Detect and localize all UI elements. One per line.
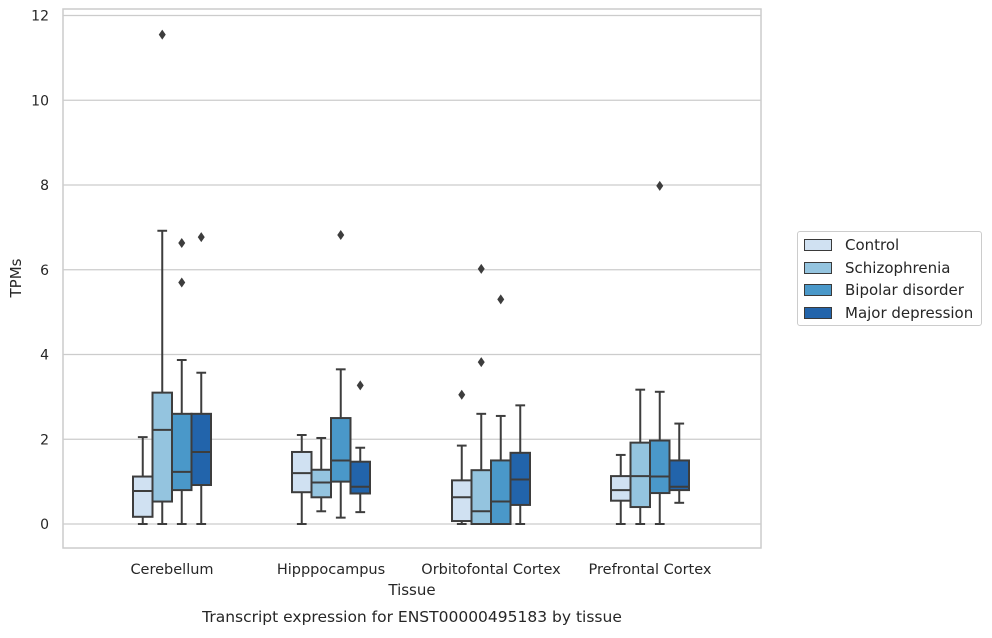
legend-item: Control [804,235,899,255]
outlier-point [337,230,345,241]
outlier-point [158,29,166,40]
box [151,29,173,525]
plot-frame [62,8,762,549]
x-axis-label: Tissue [387,581,435,599]
outlier-point [477,263,485,274]
box [649,180,671,525]
legend-swatch [804,239,832,251]
y-tick-label: 6 [40,263,49,279]
legend-item: Bipolar disorder [804,280,964,300]
legend-swatch [804,284,832,296]
box [291,434,313,525]
y-tick-labels: 0 2 4 6 8 10 12 [31,9,49,534]
box-body [190,412,212,487]
box [310,436,332,513]
legend-item: Major depression [804,303,973,323]
box [610,453,632,525]
box [668,422,690,504]
box [451,389,473,525]
box [171,238,193,525]
box-body [310,468,332,499]
outlier-point [458,389,466,400]
box-body [649,439,671,495]
box-body [629,441,651,509]
box-body [291,450,313,494]
box [349,380,371,514]
outlier-point [497,294,505,305]
box-body [151,391,173,503]
legend-label: Major depression [845,303,974,322]
y-tick-label: 10 [31,93,49,109]
outlier-point [656,180,664,191]
outlier-point [178,238,186,249]
y-tick-label: 12 [31,9,49,25]
box-body [349,460,371,495]
outlier-point [178,277,186,288]
box-layer [132,29,690,525]
box [470,263,492,525]
outlier-point [356,380,364,391]
box-body [610,475,632,502]
box-body [132,475,154,518]
x-tick-label: Prefrontal Cortex [589,562,712,578]
y-axis-label: TPMs [7,258,25,298]
y-tick-label: 2 [40,432,49,448]
box-body [171,412,193,492]
legend-swatch [804,306,832,319]
box-body [668,459,690,492]
x-tick-label: Cerebellum [130,562,213,578]
box-body [451,479,473,523]
box-body [330,417,352,483]
box [190,232,212,525]
legend-item: Schizophrenia [804,258,950,278]
box [490,294,512,525]
chart-title: Transcript expression for ENST0000049518… [201,608,622,626]
box [629,388,651,525]
x-tick-label: Hipppocampus [277,562,385,578]
legend: Control Schizophrenia Bipolar disorder Majo… [797,231,982,326]
x-tick-label: Orbitofontal Cortex [421,562,561,578]
y-tick-label: 8 [40,178,49,194]
box [132,436,154,525]
outlier-point [197,232,205,243]
box [509,404,531,525]
legend-label: Schizophrenia [845,258,951,277]
y-tick-label: 0 [40,517,49,533]
x-tick-labels: Cerebellum Hipppocampus Orbitofontal Corte… [130,562,711,578]
box-body [490,459,512,525]
box-body [470,469,492,525]
legend-label: Bipolar disorder [845,281,964,299]
outlier-point [477,357,485,368]
y-tick-label: 4 [40,348,49,364]
box [330,230,352,519]
legend-swatch [804,261,832,274]
legend-label: Control [845,236,900,254]
